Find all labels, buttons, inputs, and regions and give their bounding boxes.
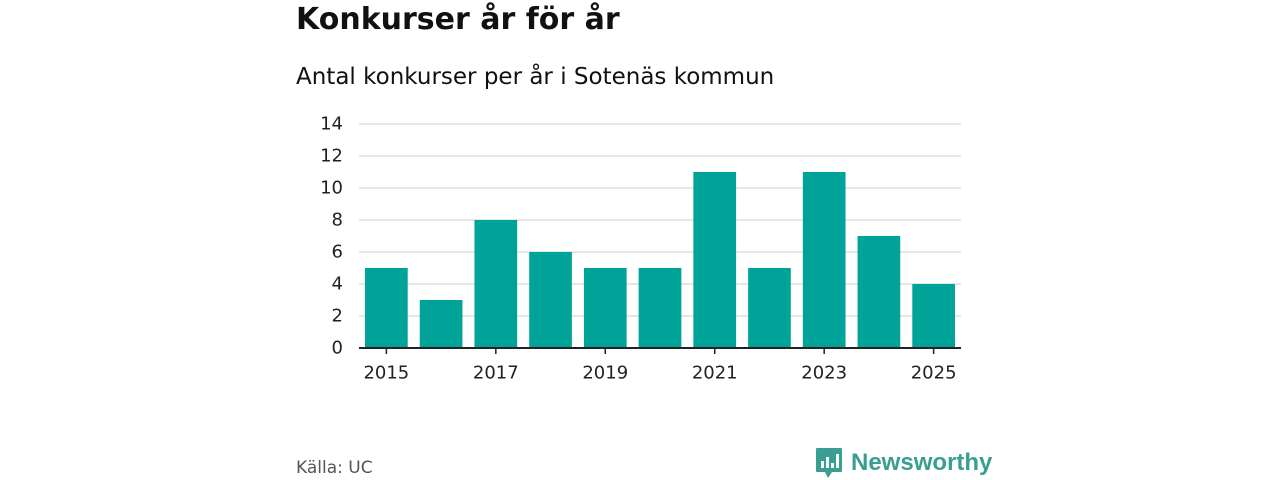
x-tick-label: 2017 (473, 363, 519, 384)
x-tick-label: 2023 (801, 363, 847, 384)
brand-name: Newsworthy (851, 449, 993, 476)
bar-2023 (802, 172, 846, 348)
newsworthy-logo-icon (816, 448, 842, 478)
chart-subtitle: Antal konkurser per år i Sotenäs kommun (296, 64, 775, 90)
x-tick-label: 2025 (911, 363, 957, 384)
y-tick-label: 6 (332, 242, 343, 263)
y-tick-label: 4 (332, 274, 343, 295)
bar-2021 (693, 172, 737, 348)
bar-2017 (474, 220, 518, 348)
x-tick-label: 2021 (692, 363, 738, 384)
y-tick-label: 14 (320, 114, 343, 135)
bar-2019 (583, 268, 627, 348)
y-tick-label: 12 (320, 146, 343, 167)
y-tick-label: 0 (332, 338, 343, 359)
y-tick-label: 10 (320, 178, 343, 199)
y-tick-label: 8 (332, 210, 343, 231)
bar-2024 (857, 236, 901, 348)
brand-logo: Newsworthy (815, 446, 992, 480)
bar-chart: 0 2 4 6 8 10 12 14 2015 2017 2019 2021 2023 2025 (320, 114, 961, 384)
bar-2020 (638, 268, 682, 348)
bar-2018 (529, 252, 572, 348)
bar-2015 (365, 268, 408, 348)
bar-2016 (419, 300, 463, 348)
x-tick-label: 2019 (582, 363, 628, 384)
y-tick-label: 2 (332, 306, 343, 327)
x-tick-label: 2015 (363, 363, 409, 384)
bar-2022 (748, 268, 791, 348)
bar-2025 (912, 284, 955, 348)
source-note: Källa: UC (296, 458, 373, 478)
chart-title: Konkurser år för år (296, 2, 620, 37)
